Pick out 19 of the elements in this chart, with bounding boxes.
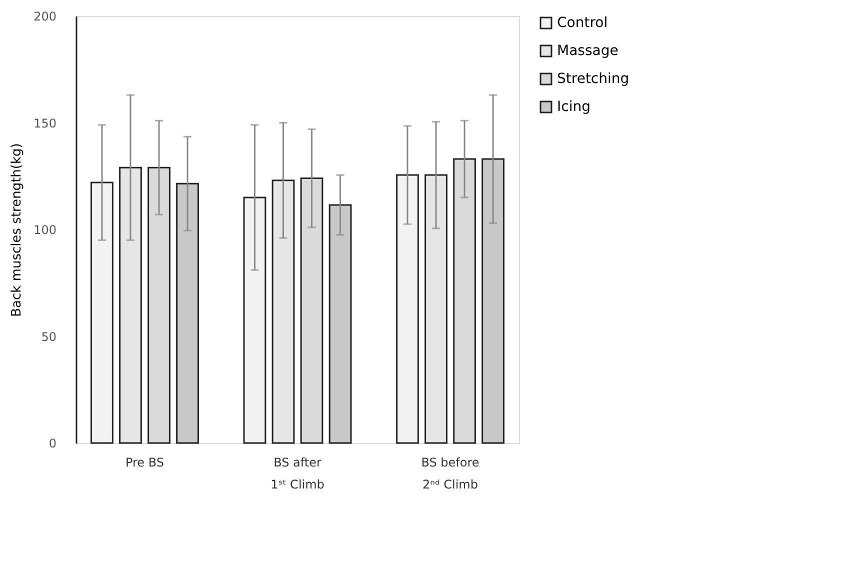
y-tick-label: 100 [34, 223, 56, 237]
y-axis-title: Back muscles strength(kg) [10, 143, 25, 317]
y-tick-label: 200 [34, 10, 56, 24]
y-tick-label: 0 [48, 436, 56, 450]
legend-label: Massage [557, 43, 618, 59]
bar [176, 182, 199, 444]
legend-label: Icing [557, 99, 590, 115]
x-tick-label: BS before 2ⁿᵈ Climb [421, 456, 480, 492]
bar [328, 204, 352, 444]
y-tick-label: 50 [41, 330, 56, 344]
x-tick-label: BS after 1ˢᵗ Climb [270, 456, 324, 492]
legend-label: Control [557, 15, 608, 31]
bar [243, 196, 266, 444]
x-tick-label: Pre BS [125, 456, 164, 470]
bar [396, 174, 419, 444]
legend-label: Stretching [557, 71, 630, 87]
bar [482, 158, 504, 444]
y-tick-label: 150 [34, 116, 56, 130]
bar [90, 182, 114, 444]
